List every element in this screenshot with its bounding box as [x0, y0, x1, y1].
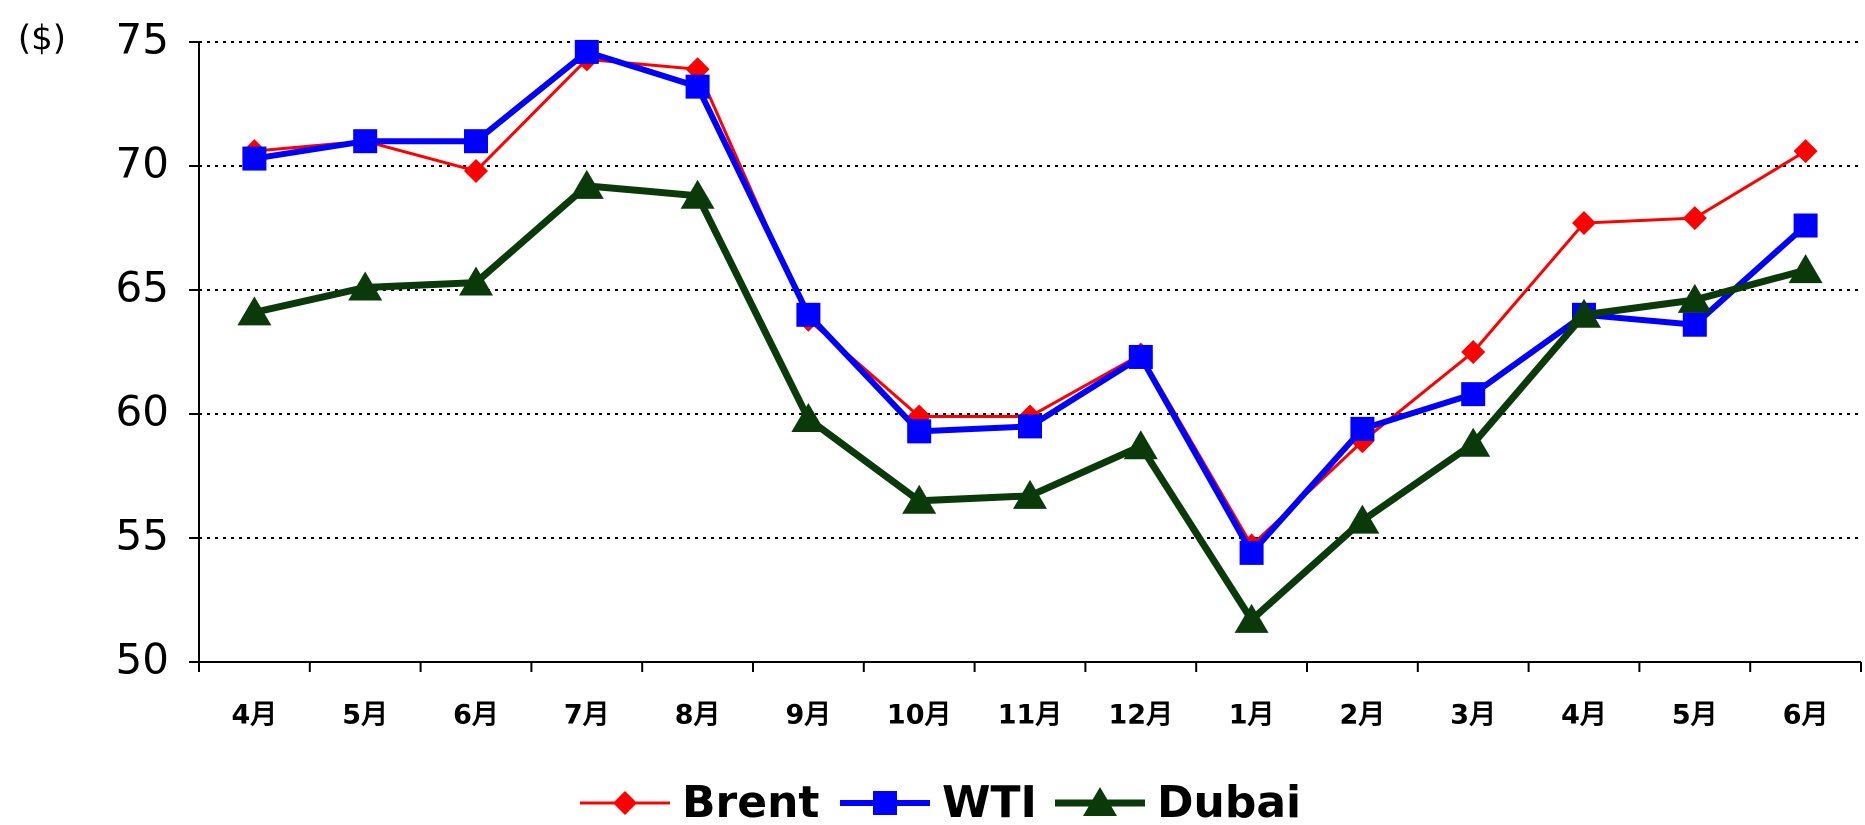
marker [791, 402, 826, 432]
marker [1677, 283, 1712, 313]
y-tick-label: 55 [116, 511, 169, 560]
x-tick-label: 9月 [786, 700, 832, 731]
marker [464, 158, 488, 183]
y-tick-label: 60 [116, 387, 169, 436]
series-line [253, 48, 1808, 558]
marker [613, 791, 637, 815]
marker [1013, 479, 1047, 509]
marker [902, 484, 937, 514]
y-tick-label: 65 [116, 263, 169, 312]
x-tick-label: 5月 [1672, 700, 1718, 731]
marker [353, 129, 378, 154]
marker [796, 302, 821, 327]
marker [1682, 206, 1707, 231]
x-tick-label: 6月 [453, 700, 499, 731]
legend-label: Dubai [1157, 777, 1301, 825]
marker [680, 179, 715, 209]
marker [464, 129, 488, 154]
marker [1572, 211, 1596, 236]
marker [1788, 254, 1823, 284]
x-tick-label: 4月 [1561, 700, 1607, 731]
marker [907, 419, 932, 444]
y-tick-label: 70 [116, 139, 169, 188]
y-axis-label: ($) [18, 19, 66, 59]
series [242, 39, 1818, 565]
legend-label: WTI [942, 777, 1037, 825]
marker [1461, 382, 1486, 407]
marker [1083, 787, 1117, 816]
marker [1793, 139, 1818, 164]
marker [1456, 427, 1491, 457]
marker [1128, 344, 1153, 369]
marker [1018, 414, 1042, 439]
y-tick-label: 50 [116, 635, 169, 684]
series-line [253, 182, 1807, 626]
x-tick-label: 11月 [998, 700, 1063, 731]
marker [873, 791, 897, 815]
y-tick-label: 75 [116, 15, 169, 64]
x-tick-label: 5月 [342, 700, 388, 731]
x-tick-label: 6月 [1783, 700, 1829, 731]
marker [1567, 298, 1601, 328]
x-tick-label: 3月 [1450, 700, 1496, 731]
marker [348, 271, 383, 301]
legend-label: Brent [682, 777, 819, 825]
x-tick-label: 4月 [232, 700, 278, 731]
x-tick-label: 8月 [675, 700, 721, 731]
marker [1682, 312, 1707, 337]
marker [1234, 603, 1269, 633]
marker [569, 169, 604, 199]
x-tick-label: 12月 [1109, 700, 1174, 731]
marker [1793, 213, 1818, 238]
x-tick-label: 2月 [1340, 700, 1386, 731]
marker [1239, 540, 1264, 565]
x-tick-label: 7月 [564, 700, 610, 731]
marker [1123, 430, 1158, 460]
x-tick-label: 10月 [887, 700, 952, 731]
x-tick-label: 1月 [1229, 700, 1275, 731]
marker [242, 146, 267, 171]
marker [685, 74, 710, 99]
marker [459, 266, 493, 296]
marker [1461, 340, 1486, 364]
series [237, 169, 1823, 633]
marker [237, 296, 272, 326]
marker [1345, 504, 1380, 534]
marker [1350, 416, 1375, 441]
marker [574, 39, 599, 64]
